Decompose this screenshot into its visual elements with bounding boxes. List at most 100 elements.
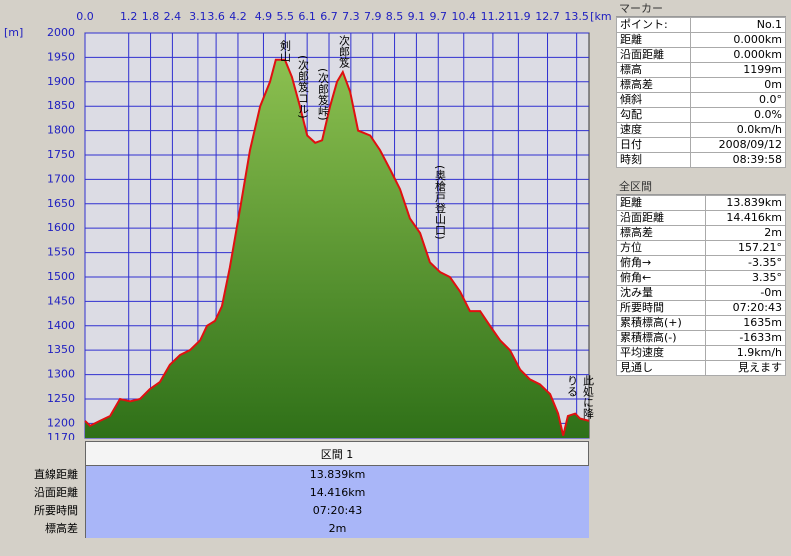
x-tick-label: 11.2 (481, 10, 506, 23)
panel-row: 俯角← 3.35° (616, 270, 786, 286)
panel-row: 標高 1199m (616, 62, 787, 78)
y-tick-label: 1600 (47, 221, 75, 234)
panel-value: 1635m (704, 315, 786, 331)
panel-value: 2008/09/12 (689, 137, 787, 153)
panel-label: 勾配 (616, 107, 691, 123)
x-unit: [km] (590, 10, 612, 23)
section-table: 区間 1 直線距離 13.839km 沿面距離 14.416km 所要時間 07:20:4… (0, 441, 589, 538)
x-tick-label: 10.4 (452, 10, 477, 23)
panel-row: 沈み量 -0m (616, 285, 786, 301)
annotation: りる (566, 375, 579, 397)
y-tick-label: 1450 (47, 294, 75, 307)
chart: [m] [km] 1170 1200 1250 1300 1350 1400 1450 150… (4, 10, 612, 440)
panel-label: 見通し (616, 360, 706, 376)
x-tick-label: 3.1 (189, 10, 207, 23)
panel-label: 平均速度 (616, 345, 706, 361)
x-tick-label: 11.9 (506, 10, 531, 23)
elevation-area (85, 59, 589, 439)
panel-label: 時刻 (616, 152, 691, 168)
panel-row: 日付 2008/09/12 (616, 137, 787, 153)
panel-value: 0.000km (689, 32, 787, 48)
annotation: (奥槍戸登山口) (434, 165, 447, 240)
panel-value: 08:39:58 (689, 152, 787, 168)
panel-value: 13.839km (704, 195, 786, 211)
panel-row: 俯角→ -3.35° (616, 255, 786, 271)
panel-value: 見えます (704, 360, 786, 376)
all-section-panel: 全区間 距離 13.839km 沿面距離 14.416km 標高差 2m 方位 157.21° 俯… (616, 180, 786, 376)
x-tick-label: 12.7 (535, 10, 560, 23)
marker-panel: マーカー ポイント: No.1 距離 0.000km 沿面距離 0.000km 標高 1199m… (616, 2, 787, 168)
panel-value: 0.0km/h (689, 122, 787, 138)
annotation: 次郎笈 (338, 34, 351, 69)
panel-label: 累積標高(-) (616, 330, 706, 346)
panel-row: 方位 157.21° (616, 240, 786, 256)
section-value: 14.416km (85, 484, 589, 502)
section-row: 直線距離 13.839km (0, 466, 589, 484)
y-tick-label: 1750 (47, 148, 75, 161)
panel-row: 累積標高(-) -1633m (616, 330, 786, 346)
x-tick-label: 13.5 (564, 10, 589, 23)
y-tick-label: 1950 (47, 50, 75, 63)
panel-value: 0.0% (689, 107, 787, 123)
section-row: 所要時間 07:20:43 (0, 502, 589, 520)
panel-label: 沿面距離 (616, 47, 691, 63)
section-row: 沿面距離 14.416km (0, 484, 589, 502)
panel-row: 標高差 0m (616, 77, 787, 93)
panel-value: No.1 (689, 17, 787, 33)
x-tick-label: 0.0 (76, 10, 94, 23)
panel-value: -1633m (704, 330, 786, 346)
x-tick-label: 4.2 (229, 10, 247, 23)
section-label: 沿面距離 (34, 486, 78, 499)
panel-label: 標高差 (616, 225, 706, 241)
panel-label: 沿面距離 (616, 210, 706, 226)
panel-value: 2m (704, 225, 786, 241)
panel-label: 速度 (616, 122, 691, 138)
panel-row: 累積標高(+) 1635m (616, 315, 786, 331)
panel-value: 07:20:43 (704, 300, 786, 316)
panel-label: 距離 (616, 195, 706, 211)
y-tick-label: 1900 (47, 75, 75, 88)
section-value: 13.839km (85, 466, 589, 484)
section-label: 直線距離 (34, 468, 78, 481)
panel-row: 沿面距離 0.000km (616, 47, 787, 63)
elevation-line (84, 58, 590, 436)
y-tick-label: 2000 (47, 26, 75, 39)
y-tick-label: 1850 (47, 99, 75, 112)
panel-row: 標高差 2m (616, 225, 786, 241)
panel-title: マーカー (616, 2, 786, 17)
panel-row: 距離 13.839km (616, 195, 786, 211)
annotation: (次郎笈峠) (317, 68, 330, 121)
panel-row: 傾斜 0.0° (616, 92, 787, 108)
panel-row: 時刻 08:39:58 (616, 152, 787, 168)
section-label: 標高差 (45, 522, 78, 535)
panel-row: 平均速度 1.9km/h (616, 345, 786, 361)
y-tick-label: 1170 (47, 431, 75, 440)
x-tick-label: 6.1 (298, 10, 316, 23)
panel-label: 標高 (616, 62, 691, 78)
panel-value: 0.000km (689, 47, 787, 63)
x-tick-label: 7.9 (364, 10, 382, 23)
y-tick-label: 1250 (47, 392, 75, 405)
x-tick-label: 3.6 (207, 10, 225, 23)
x-tick-label: 2.4 (164, 10, 182, 23)
panel-label: 俯角→ (616, 255, 706, 271)
y-tick-label: 1400 (47, 319, 75, 332)
panel-label: 沈み量 (616, 285, 706, 301)
panel-value: 3.35° (704, 270, 786, 286)
annotation: 此処に降 (582, 375, 595, 419)
x-tick-label: 8.5 (386, 10, 404, 23)
x-tick-label: 4.9 (255, 10, 273, 23)
panel-row: 沿面距離 14.416km (616, 210, 786, 226)
y-tick-label: 1700 (47, 172, 75, 185)
section-value: 2m (85, 520, 589, 538)
panel-value: 14.416km (704, 210, 786, 226)
panel-label: 傾斜 (616, 92, 691, 108)
section-value: 07:20:43 (85, 502, 589, 520)
section-row: 標高差 2m (0, 520, 589, 538)
panel-label: ポイント: (616, 17, 691, 33)
y-tick-label: 1800 (47, 124, 75, 137)
panel-row: 速度 0.0km/h (616, 122, 787, 138)
panel-label: 標高差 (616, 77, 691, 93)
panel-title: 全区間 (616, 180, 786, 195)
